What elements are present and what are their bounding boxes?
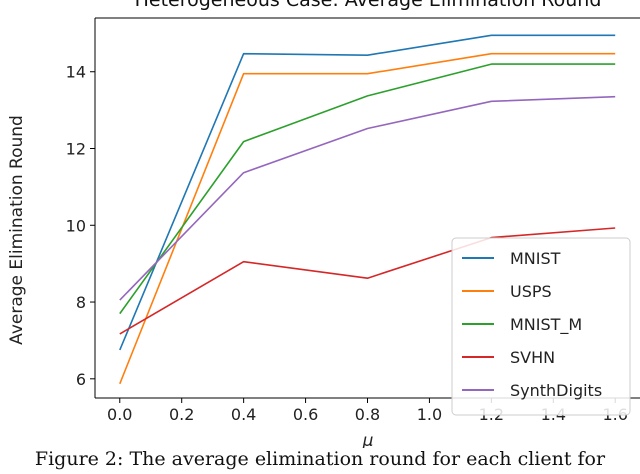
series-line-mnist-m — [119, 63, 616, 315]
legend: MNIST USPS MNIST_M SVHN SynthDigits — [451, 237, 631, 416]
legend-entry: USPS — [510, 282, 552, 301]
figure-caption: Figure 2: The average elimination round … — [34, 448, 606, 470]
line-chart: Heterogeneous Case: Average Elimination … — [7, 0, 640, 448]
legend-entry: SynthDigits — [510, 381, 602, 400]
series-line-mnist — [119, 34, 616, 351]
y-axis-label: Average Elimination Round — [7, 115, 27, 345]
x-tick-label: 0.8 — [355, 405, 380, 424]
x-tick-label: 0.6 — [293, 405, 318, 424]
legend-entry: SVHN — [510, 348, 555, 367]
series-line-svhn — [119, 227, 616, 335]
x-tick-label: 0.0 — [107, 405, 132, 424]
y-tick-label: 6 — [76, 370, 86, 389]
legend-entry: MNIST — [510, 249, 561, 268]
legend-box — [451, 237, 631, 416]
y-tick-label: 12 — [66, 140, 86, 159]
series-line-usps — [119, 52, 616, 385]
x-tick-label: 0.4 — [231, 405, 256, 424]
y-tick-label: 10 — [66, 216, 86, 235]
series-line-synthdigits — [119, 95, 616, 301]
chart-title: Heterogeneous Case: Average Elimination … — [135, 0, 602, 11]
y-tick-label: 14 — [66, 63, 86, 82]
y-tick-label: 8 — [76, 293, 86, 312]
legend-entry: MNIST_M — [510, 315, 582, 335]
x-tick-label: 1.0 — [417, 405, 442, 424]
x-axis-label: μ — [362, 431, 374, 448]
x-tick-label: 0.2 — [169, 405, 194, 424]
